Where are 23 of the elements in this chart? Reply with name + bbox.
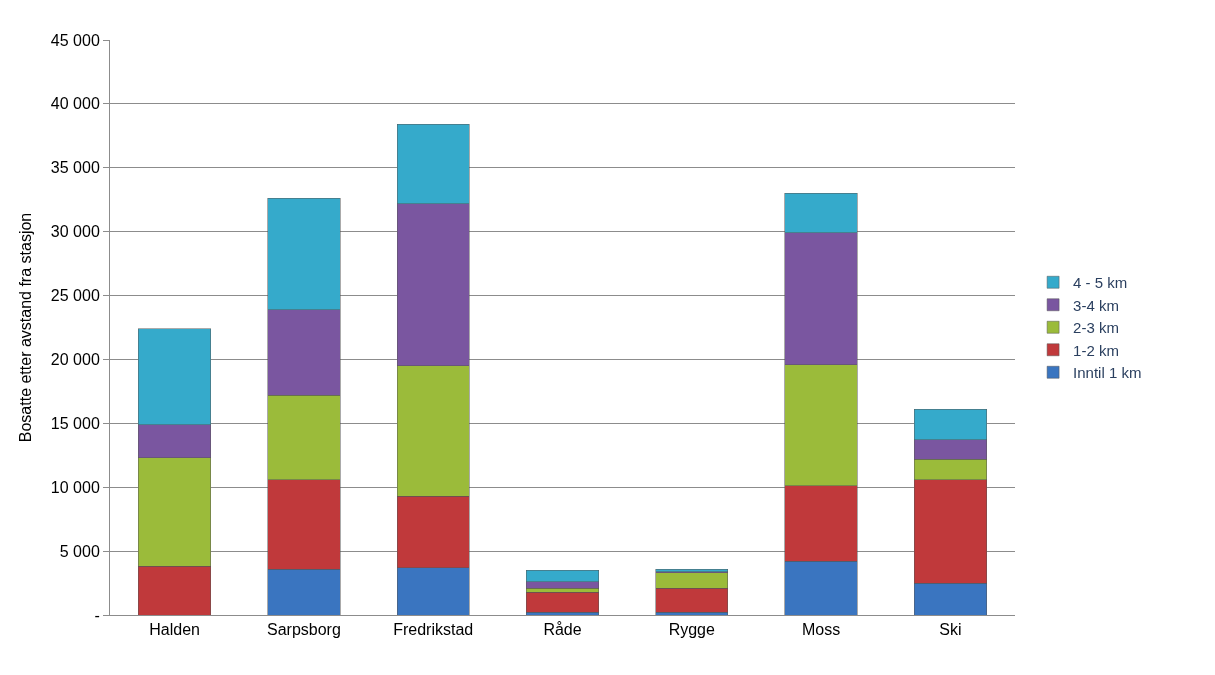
x-tick-label: Fredrikstad: [393, 621, 474, 639]
y-tick-label: 40 000: [50, 95, 100, 113]
y-tick-label: 10 000: [50, 478, 100, 496]
y-tick-label: 5 000: [59, 542, 100, 560]
y-tick-label: 30 000: [50, 223, 100, 241]
x-tick-label: Rygge: [668, 621, 716, 639]
y-tick-label: 25 000: [50, 287, 100, 305]
x-tick-label: Råde: [543, 621, 582, 639]
y-tick-label: 20 000: [50, 351, 100, 369]
y-tick-label: 35 000: [50, 159, 100, 177]
legend-label: 3-4 km: [1073, 296, 1119, 314]
x-tick-label: Sarpsborg: [267, 621, 341, 639]
x-tick-label: Halden: [149, 621, 200, 639]
y-axis-title: Bosatte etter avstand fra stasjon: [16, 212, 34, 443]
legend-label: 2-3 km: [1073, 319, 1119, 337]
y-tick-label: 15 000: [50, 414, 100, 432]
y-tick-label: 45 000: [50, 31, 100, 49]
legend-label: Inntil 1 km: [1073, 364, 1142, 382]
legend-label: 1-2 km: [1073, 341, 1119, 359]
y-tick-label: -: [94, 606, 100, 624]
x-tick-label: Moss: [801, 621, 841, 639]
legend-label: 4 - 5 km: [1073, 274, 1128, 292]
x-tick-label: Ski: [939, 621, 962, 639]
